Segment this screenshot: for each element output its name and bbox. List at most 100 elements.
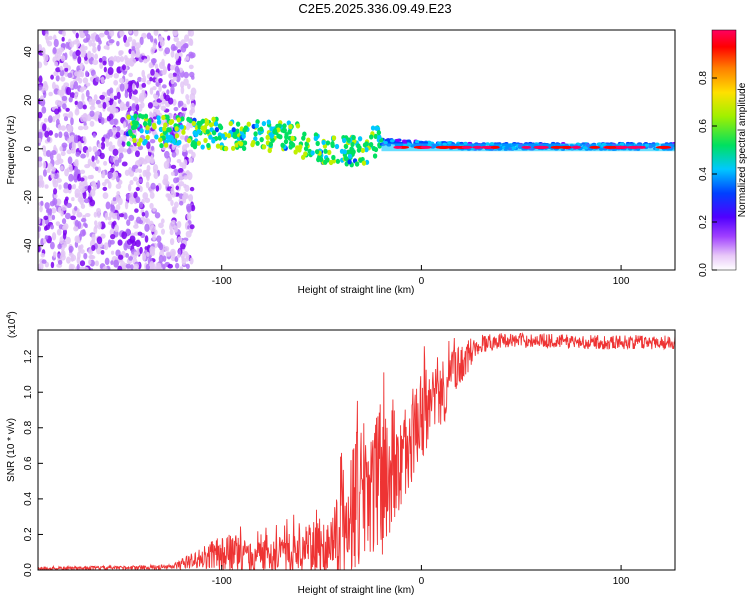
noise-blob — [176, 220, 182, 229]
signal-blob — [191, 139, 196, 146]
noise-blob — [119, 30, 125, 37]
noise-blob — [42, 123, 47, 132]
signal-blob — [350, 141, 355, 148]
noise-blob — [80, 53, 86, 58]
y-tick-label: -20 — [23, 190, 34, 205]
noise-blob — [68, 263, 73, 270]
noise-blob — [92, 59, 99, 66]
noise-blob — [62, 103, 67, 110]
noise-blob — [81, 93, 85, 101]
narrowband-hotspot — [490, 145, 500, 149]
noise-blob — [69, 81, 74, 89]
noise-blob — [150, 145, 155, 151]
spectrogram-y-axis-title: Frequency (Hz) — [6, 116, 17, 185]
spectrogram-frame — [37, 29, 676, 271]
noise-blob — [138, 168, 143, 174]
noise-blob — [41, 47, 46, 55]
signal-blob — [374, 125, 379, 131]
noise-blob — [67, 183, 72, 191]
noise-blob — [71, 30, 76, 33]
signal-blob — [293, 149, 298, 155]
noise-blob — [102, 169, 106, 179]
signal-blob — [179, 124, 184, 130]
snr-panel: -100 0 100 0.0 0.2 0.4 0.6 0.8 1.0 1.2 Height of … — [6, 311, 676, 596]
noise-blob — [112, 171, 116, 179]
noise-blob — [130, 58, 137, 65]
noise-blob — [140, 77, 146, 83]
narrowband-hotspot — [393, 145, 403, 149]
signal-blob — [156, 119, 162, 125]
signal-blob — [328, 159, 334, 166]
noise-blob — [108, 60, 114, 67]
noise-blob — [91, 155, 95, 163]
noise-blob — [82, 125, 89, 131]
noise-blob — [125, 78, 129, 84]
figure-title: C2E5.2025.336.09.49.E23 — [298, 1, 451, 16]
signal-blob — [306, 137, 311, 143]
noise-blob — [75, 49, 81, 57]
noise-blob — [185, 263, 190, 269]
noise-blob — [150, 112, 155, 118]
noise-blob — [52, 178, 57, 185]
noise-blob — [98, 57, 103, 63]
signal-blob — [143, 113, 149, 119]
noise-blob — [137, 76, 142, 82]
narrowband-hotspot — [589, 145, 600, 149]
signal-blob — [220, 133, 226, 139]
noise-blob — [113, 118, 118, 125]
noise-blob — [97, 44, 101, 52]
noise-blob — [189, 224, 195, 230]
noise-blob — [185, 55, 190, 61]
noise-blob — [127, 183, 132, 192]
noise-blob — [170, 171, 175, 176]
noise-blob — [173, 106, 179, 112]
noise-blob — [189, 39, 194, 47]
noise-blob — [134, 51, 141, 58]
noise-blob — [140, 101, 145, 109]
noise-blob — [63, 188, 70, 194]
noise-blob — [47, 115, 53, 123]
signal-blob — [167, 137, 172, 143]
noise-blob — [115, 56, 121, 63]
noise-blob — [149, 87, 154, 95]
noise-blob — [114, 224, 119, 233]
noise-blob — [118, 77, 125, 84]
signal-blob — [238, 141, 244, 147]
noise-blob — [138, 178, 143, 183]
signal-blob — [364, 141, 369, 147]
noise-blob — [179, 135, 185, 140]
noise-blob — [116, 91, 121, 100]
x-tick-label: 0 — [419, 576, 425, 587]
noise-blob — [183, 103, 187, 109]
signal-blob — [361, 160, 367, 166]
noise-blob — [53, 61, 59, 67]
noise-blob — [88, 146, 92, 153]
noise-blob — [107, 181, 112, 189]
signal-blob — [136, 141, 141, 147]
noise-blob — [134, 208, 139, 213]
noise-blob — [39, 205, 43, 213]
noise-blob — [77, 125, 84, 131]
noise-blob — [119, 129, 125, 135]
noise-blob — [129, 197, 135, 205]
noise-blob — [100, 141, 106, 150]
noise-blob — [118, 152, 124, 159]
noise-blob — [88, 39, 93, 47]
signal-blob — [357, 136, 363, 142]
noise-blob — [188, 194, 194, 202]
noise-blob — [116, 40, 120, 47]
noise-blob — [152, 233, 156, 241]
signal-blob — [354, 161, 360, 167]
noise-blob — [38, 264, 41, 270]
signal-blob — [395, 138, 400, 143]
noise-blob — [74, 219, 80, 227]
noise-blob — [162, 264, 166, 270]
noise-blob — [148, 220, 154, 229]
spectrogram-ticks: -100 0 100 -40 -20 0 20 40 — [23, 46, 630, 287]
noise-blob — [76, 40, 81, 48]
noise-blob — [73, 160, 79, 167]
noise-blob — [54, 108, 60, 115]
colorbar-tick-label: 0.6 — [698, 119, 709, 133]
noise-blob — [169, 64, 175, 71]
noise-blob — [172, 46, 178, 51]
